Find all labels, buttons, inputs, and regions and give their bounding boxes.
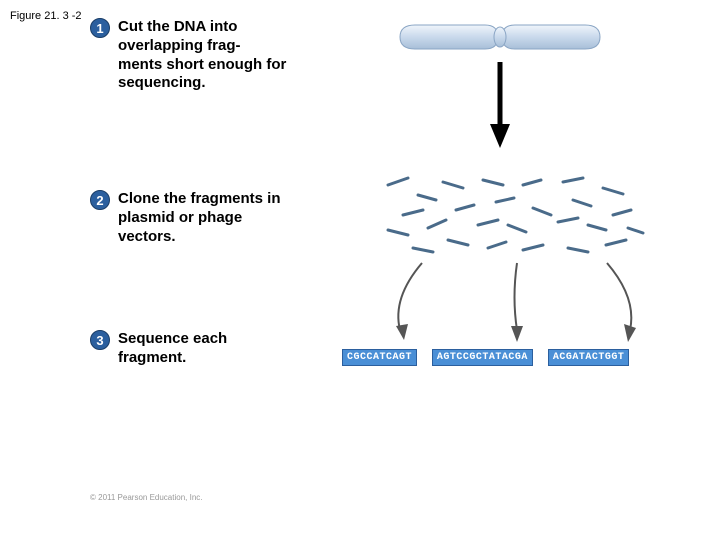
copyright-text: © 2011 Pearson Education, Inc. bbox=[90, 493, 202, 502]
curve-arrows-icon bbox=[352, 258, 682, 353]
figure-label: Figure 21. 3 -2 bbox=[10, 10, 82, 22]
step-3: 3 Sequence each fragment. bbox=[90, 330, 288, 368]
step-1-text: Cut the DNA into overlapping frag- ments… bbox=[118, 18, 288, 93]
fragments-icon bbox=[378, 170, 648, 270]
sequence-box-2: AGTCCGCTATACGA bbox=[432, 349, 533, 366]
sequence-row: CGCCATCAGT AGTCCGCTATACGA ACGATACTGGT bbox=[342, 346, 629, 366]
sequence-box-1: CGCCATCAGT bbox=[342, 349, 417, 366]
step-2-text: Clone the fragments in plasmid or phage … bbox=[118, 190, 288, 246]
step-3-circle: 3 bbox=[90, 330, 110, 350]
chromosome-icon bbox=[390, 20, 610, 59]
step-2-circle: 2 bbox=[90, 190, 110, 210]
step-2: 2 Clone the fragments in plasmid or phag… bbox=[90, 190, 288, 246]
down-arrow-icon bbox=[488, 62, 512, 157]
step-1: 1 Cut the DNA into overlapping frag- men… bbox=[90, 18, 288, 93]
step-3-text: Sequence each fragment. bbox=[118, 330, 288, 368]
sequence-box-3: ACGATACTGGT bbox=[548, 349, 630, 366]
step-1-circle: 1 bbox=[90, 18, 110, 38]
